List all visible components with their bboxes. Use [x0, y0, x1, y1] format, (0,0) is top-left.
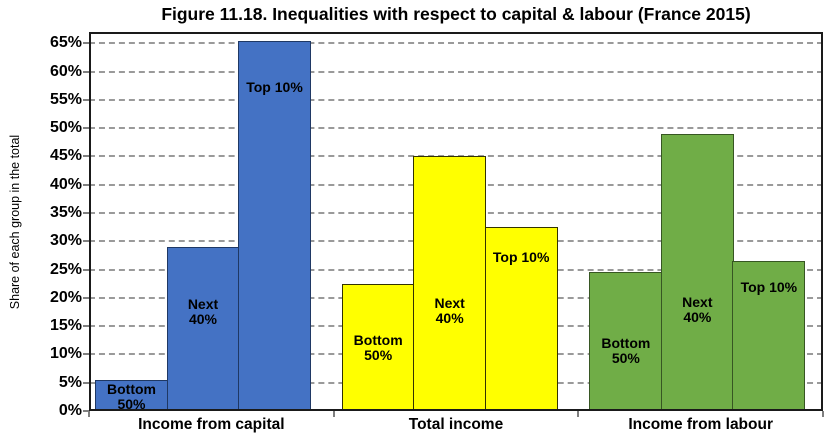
bar-label-next-40%: Next 40%: [682, 293, 713, 325]
bar-income-from-capital-top-10%: Top 10%: [238, 40, 311, 411]
x-tick-mark-3: [822, 411, 824, 417]
y-tick-label-55: 55%: [49, 90, 82, 108]
bar-label-bottom-50%: Bottom 50%: [601, 335, 651, 367]
gridline-50: [89, 127, 823, 130]
y-tick-label-15: 15%: [49, 317, 82, 335]
gridline-60: [89, 70, 823, 73]
bar-income-from-capital-next-40%: Next 40%: [166, 246, 240, 411]
y-tick-label-65: 65%: [49, 34, 82, 52]
x-tick-mark-0: [88, 411, 90, 417]
x-tick-mark-2: [577, 411, 580, 417]
y-tick-mark-10: [83, 353, 89, 356]
bar-label-next-40%: Next 40%: [434, 295, 465, 327]
gridline-65: [89, 42, 823, 45]
x-category-label-income-from-labour: Income from labour: [628, 416, 773, 433]
y-tick-mark-65: [83, 42, 89, 45]
y-tick-mark-50: [83, 127, 89, 130]
y-tick-label-0: 0%: [58, 402, 82, 419]
y-tick-mark-40: [83, 183, 89, 186]
y-tick-label-50: 50%: [49, 119, 82, 137]
y-tick-mark-45: [83, 155, 89, 158]
y-tick-label-10: 10%: [49, 345, 82, 363]
y-tick-mark-5: [83, 381, 89, 384]
bar-label-top-10%: Top 10%: [740, 279, 798, 296]
y-tick-mark-55: [83, 98, 89, 101]
bar-group-income-from-labour: Bottom 50% Next 40% Top 10%: [578, 32, 823, 411]
y-tick-label-45: 45%: [49, 147, 82, 165]
y-tick-mark-35: [83, 212, 89, 214]
bar-group-total-income: Bottom 50% Next 40% Top 10%: [334, 32, 579, 411]
bar-label-bottom-50%: Bottom 50%: [353, 331, 403, 363]
bar-label-top-10%: Top 10%: [246, 78, 303, 95]
bar-group-income-from-capital: Bottom 50% Next 40% Top 10%: [89, 32, 334, 411]
y-tick-mark-25: [83, 268, 89, 271]
y-tick-mark-0: [83, 410, 89, 412]
y-tick-mark-30: [83, 240, 89, 243]
y-tick-label-20: 20%: [49, 288, 82, 306]
x-category-label-total-income: Total income: [408, 416, 504, 433]
x-tick-mark-1: [332, 411, 335, 417]
y-tick-label-30: 30%: [49, 232, 82, 250]
bar-total-income-bottom-50%: Bottom 50%: [341, 283, 415, 411]
gridline-55: [89, 98, 823, 101]
y-tick-label-35: 35%: [49, 204, 82, 221]
bar-label-top-10%: Top 10%: [492, 249, 550, 266]
chart-title: Figure 11.18. Inequalities with respect …: [161, 4, 751, 24]
y-tick-label-40: 40%: [49, 175, 82, 193]
y-tick-label-5: 5%: [58, 373, 82, 391]
x-category-label-income-from-capital: Income from capital: [138, 416, 285, 433]
bar-label-bottom-50%: Bottom 50%: [107, 380, 156, 412]
bar-total-income-next-40%: Next 40%: [413, 156, 487, 411]
bar-income-from-labour-next-40%: Next 40%: [660, 133, 734, 411]
bar-income-from-capital-bottom-50%: Bottom 50%: [95, 379, 168, 412]
y-tick-mark-60: [83, 70, 89, 73]
bar-total-income-top-10%: Top 10%: [484, 227, 558, 411]
y-tick-label-60: 60%: [49, 62, 82, 80]
y-tick-mark-15: [83, 325, 89, 328]
y-tick-label-25: 25%: [49, 260, 82, 278]
plot-area: Bottom 50% Next 40% Top 10% Bottom 50% Next 40% T…: [89, 32, 823, 411]
y-tick-mark-20: [83, 296, 89, 299]
bar-income-from-labour-top-10%: Top 10%: [732, 261, 806, 411]
bar-label-next-40%: Next 40%: [187, 295, 219, 327]
bar-income-from-labour-bottom-50%: Bottom 50%: [589, 272, 663, 411]
